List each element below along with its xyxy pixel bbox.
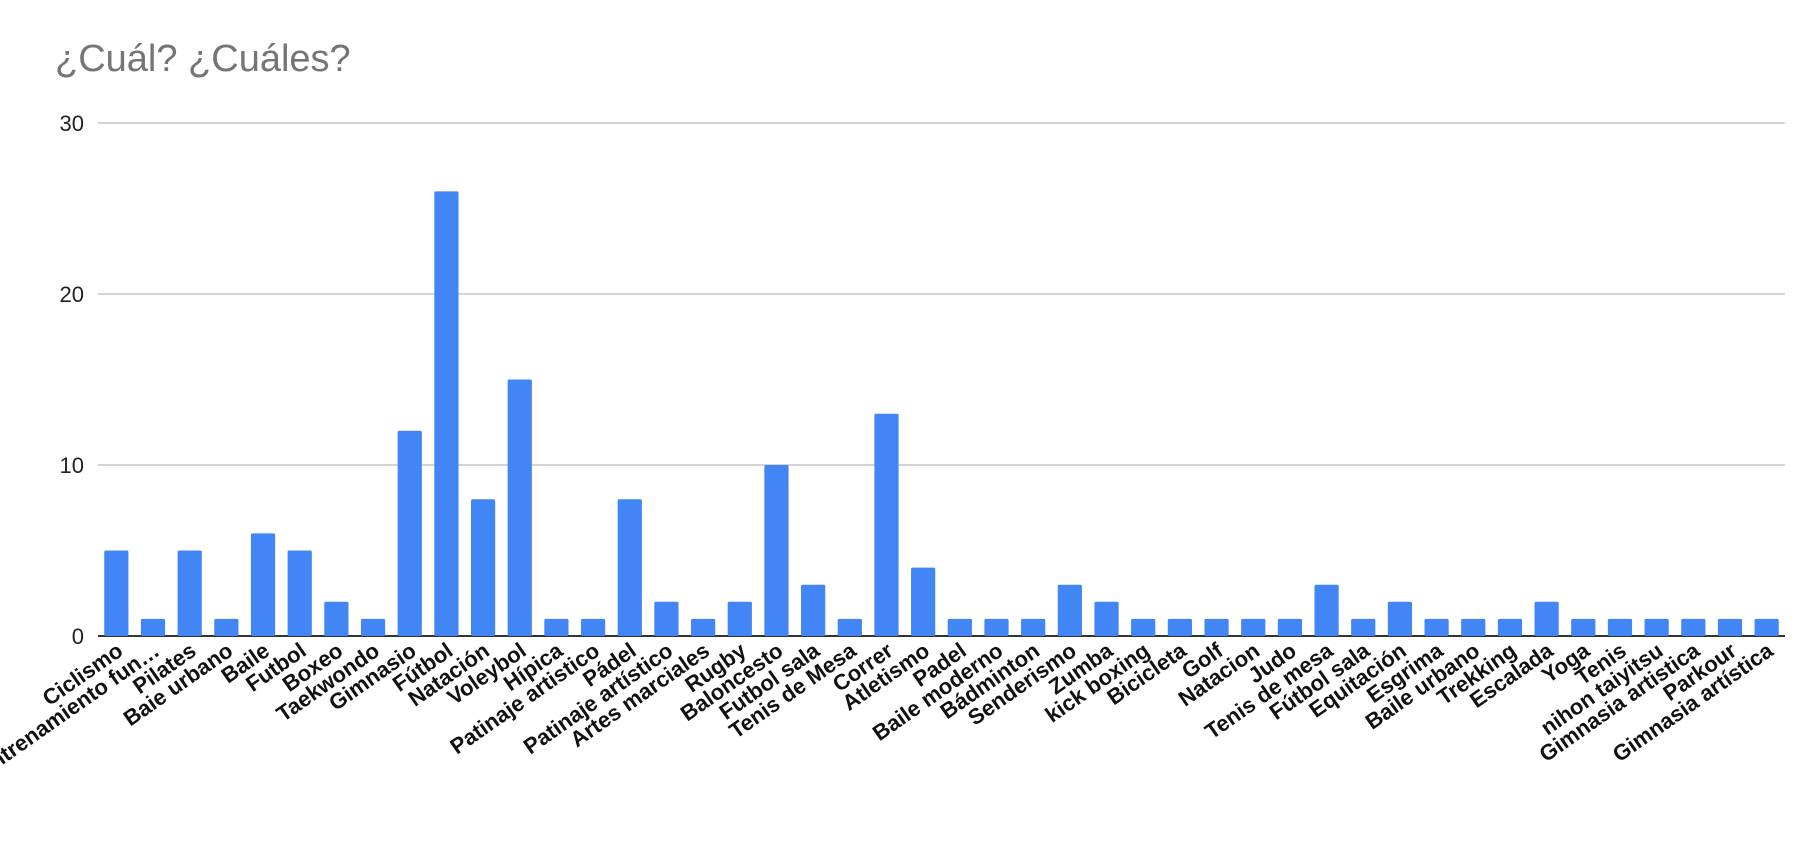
bar[interactable]: [837, 618, 862, 636]
y-tick-label: 0: [72, 624, 84, 649]
gridlines: [98, 122, 1785, 637]
bar[interactable]: [1497, 618, 1523, 636]
bar[interactable]: [1094, 601, 1119, 636]
bar[interactable]: [140, 618, 166, 636]
bar[interactable]: [434, 191, 459, 636]
bar[interactable]: [1754, 618, 1779, 636]
bar[interactable]: [801, 584, 826, 636]
bars: [104, 191, 1779, 636]
bar[interactable]: [507, 379, 532, 637]
y-axis-ticks: 0 10 20 30: [60, 111, 84, 649]
bar[interactable]: [1057, 584, 1082, 636]
y-tick-label: 30: [60, 111, 84, 136]
bar[interactable]: [177, 550, 202, 637]
bar[interactable]: [1534, 601, 1559, 636]
bar[interactable]: [580, 618, 606, 636]
bar[interactable]: [617, 499, 642, 636]
bar[interactable]: [1351, 618, 1376, 636]
bar[interactable]: [250, 533, 276, 636]
bar[interactable]: [1607, 618, 1633, 636]
bar[interactable]: [1387, 601, 1413, 636]
bar[interactable]: [1644, 618, 1669, 636]
bar[interactable]: [1424, 618, 1449, 636]
y-tick-label: 10: [60, 453, 84, 478]
bar[interactable]: [1021, 618, 1046, 636]
bar[interactable]: [691, 618, 716, 636]
bar[interactable]: [1681, 618, 1706, 636]
chart-title: ¿Cuál? ¿Cuáles?: [55, 38, 351, 80]
bar[interactable]: [360, 618, 386, 636]
bar[interactable]: [1277, 618, 1303, 636]
bar[interactable]: [874, 413, 899, 636]
bar[interactable]: [104, 550, 129, 637]
bar[interactable]: [544, 618, 569, 636]
bar[interactable]: [764, 465, 789, 636]
bar[interactable]: [1167, 618, 1192, 636]
bar[interactable]: [1204, 618, 1229, 636]
bar[interactable]: [984, 618, 1009, 636]
bar[interactable]: [1571, 618, 1596, 636]
y-tick-label: 20: [60, 282, 84, 307]
bar[interactable]: [911, 567, 936, 636]
bar[interactable]: [1461, 618, 1486, 636]
bar[interactable]: [214, 618, 239, 636]
bar[interactable]: [1241, 618, 1266, 636]
bar[interactable]: [470, 499, 496, 636]
bar[interactable]: [397, 430, 422, 636]
bar[interactable]: [654, 601, 679, 636]
bar[interactable]: [324, 601, 349, 636]
bar[interactable]: [1717, 618, 1743, 636]
bar[interactable]: [727, 601, 752, 636]
bar[interactable]: [1314, 584, 1339, 636]
bar[interactable]: [287, 550, 312, 637]
bar[interactable]: [1131, 618, 1156, 636]
bar[interactable]: [947, 618, 972, 636]
